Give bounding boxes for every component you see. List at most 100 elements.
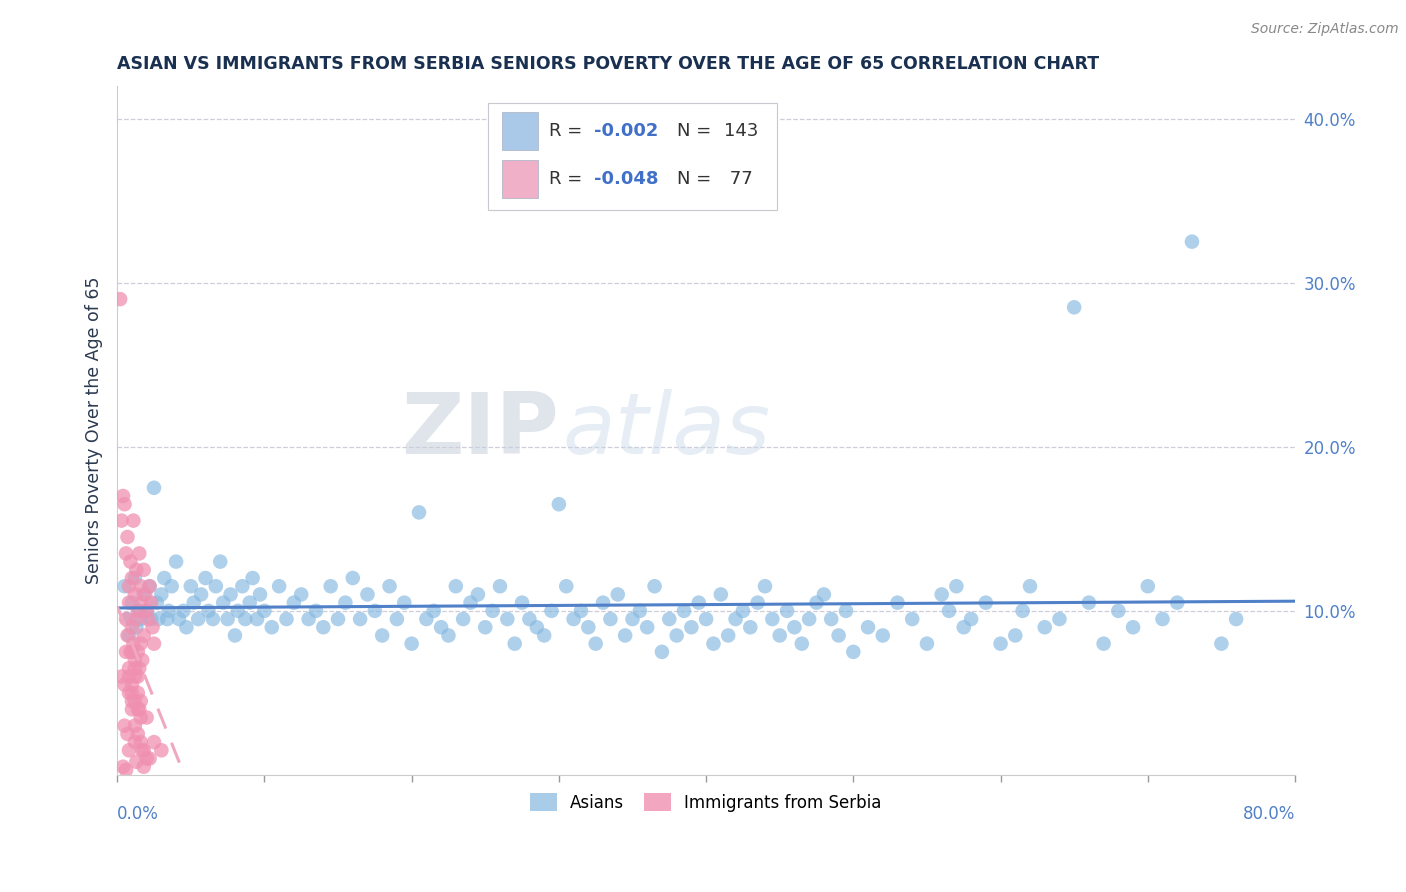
Point [931, 587, 953, 601]
Point [651, 645, 673, 659]
Point [246, 612, 269, 626]
Point [141, 620, 163, 634]
Point [533, 628, 555, 642]
Point [180, 579, 202, 593]
Point [408, 505, 430, 519]
Text: -0.048: -0.048 [595, 169, 658, 188]
Point [233, 612, 256, 626]
Point [1019, 579, 1042, 593]
Point [226, 604, 249, 618]
Point [127, 669, 149, 683]
Point [371, 628, 394, 642]
Point [364, 604, 387, 618]
Point [127, 686, 149, 700]
Point [124, 587, 146, 601]
Point [157, 604, 180, 618]
Point [124, 719, 146, 733]
Point [872, 628, 894, 642]
Point [526, 620, 548, 634]
Point [253, 604, 276, 618]
Point [769, 628, 792, 642]
Point [519, 612, 541, 626]
Point [990, 637, 1012, 651]
Point [124, 669, 146, 683]
Point [249, 587, 271, 601]
Point [239, 596, 262, 610]
Point [127, 604, 149, 618]
Point [783, 620, 806, 634]
Point [394, 596, 416, 610]
Point [356, 587, 378, 601]
Point [139, 596, 162, 610]
Point [562, 612, 585, 626]
Point [114, 719, 136, 733]
Point [124, 735, 146, 749]
Point [143, 637, 166, 651]
Point [886, 596, 908, 610]
Point [115, 645, 138, 659]
Point [122, 637, 145, 651]
Point [915, 637, 938, 651]
Point [1077, 596, 1099, 610]
Point [124, 571, 146, 585]
Point [128, 702, 150, 716]
Point [1063, 301, 1085, 315]
Point [114, 678, 136, 692]
Point [960, 612, 983, 626]
Point [672, 604, 695, 618]
Point [938, 604, 960, 618]
Point [127, 702, 149, 716]
Point [121, 694, 143, 708]
Point [901, 612, 924, 626]
Point [110, 514, 132, 528]
Point [503, 637, 526, 651]
Point [129, 579, 152, 593]
Bar [502, 160, 537, 198]
Point [260, 620, 283, 634]
Point [117, 612, 139, 626]
Point [224, 628, 246, 642]
Point [121, 686, 143, 700]
Point [128, 604, 150, 618]
Point [415, 612, 437, 626]
Point [187, 612, 209, 626]
Bar [502, 112, 537, 150]
Point [121, 571, 143, 585]
Text: atlas: atlas [562, 389, 770, 472]
Point [129, 710, 152, 724]
Text: N =: N = [676, 121, 717, 140]
Point [717, 628, 740, 642]
Point [197, 604, 219, 618]
Point [1211, 637, 1233, 651]
Point [135, 710, 157, 724]
Point [118, 628, 141, 642]
Point [305, 604, 328, 618]
Point [422, 604, 444, 618]
Point [599, 612, 621, 626]
Point [489, 579, 512, 593]
Point [114, 497, 136, 511]
Point [540, 604, 562, 618]
Point [127, 645, 149, 659]
Point [132, 628, 155, 642]
Point [747, 596, 769, 610]
Point [444, 579, 467, 593]
Point [1107, 604, 1129, 618]
FancyBboxPatch shape [488, 103, 776, 210]
Point [115, 763, 138, 777]
Point [176, 620, 198, 634]
Point [132, 587, 155, 601]
Point [1092, 637, 1115, 651]
Point [205, 579, 228, 593]
Point [138, 579, 160, 593]
Point [112, 489, 135, 503]
Point [132, 743, 155, 757]
Point [160, 579, 183, 593]
Point [290, 587, 312, 601]
Point [776, 604, 799, 618]
Point [585, 637, 607, 651]
Point [606, 587, 628, 601]
Point [125, 620, 148, 634]
Point [129, 612, 152, 626]
Point [496, 612, 519, 626]
